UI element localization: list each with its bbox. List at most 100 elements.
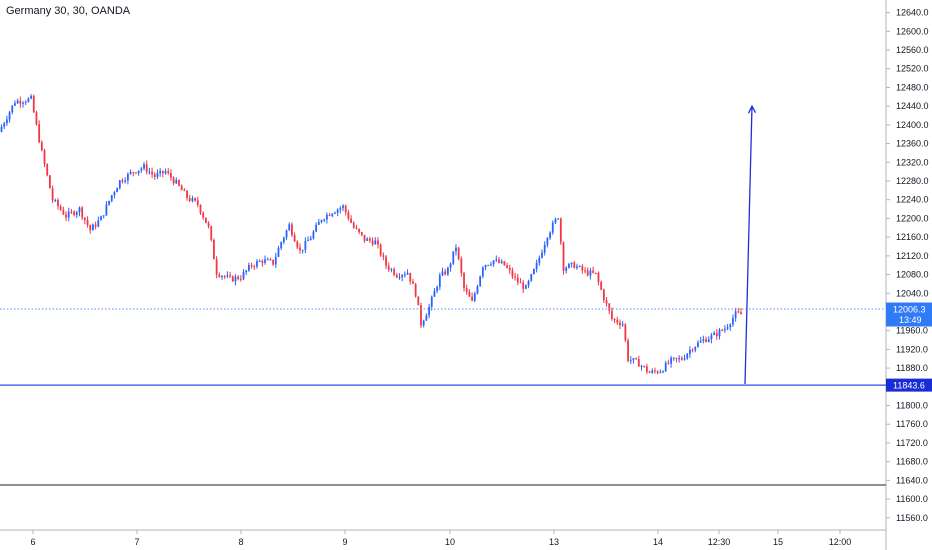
candle-body — [699, 340, 702, 343]
overlays-group: 11843.6 12006.313:49 — [0, 104, 932, 486]
candle-body — [73, 211, 76, 215]
candle-body — [602, 289, 605, 301]
candle-body — [247, 265, 250, 271]
time-tick-label: 6 — [30, 537, 35, 547]
candle-body — [492, 260, 495, 265]
candle-body — [637, 359, 640, 367]
candle-body — [398, 277, 401, 279]
price-tick-label: 12520.0 — [896, 64, 929, 74]
candle-body — [344, 205, 347, 213]
candle-body — [726, 327, 729, 329]
candle-body — [374, 240, 377, 245]
candle-body — [721, 329, 724, 331]
candle-body — [549, 232, 551, 239]
candle-body — [460, 258, 463, 274]
candle-body — [239, 278, 242, 280]
candle-body — [393, 269, 396, 275]
candle-body — [183, 190, 186, 192]
candle-body — [180, 185, 183, 191]
price-tick-label: 12440.0 — [896, 101, 929, 111]
candle-body — [124, 180, 127, 182]
time-tick-label: 7 — [134, 537, 139, 547]
candle-body — [608, 303, 611, 311]
candle-body — [342, 205, 344, 209]
candle-body — [417, 296, 420, 306]
candle-body — [371, 240, 374, 245]
candle-body — [116, 188, 119, 193]
candle-body — [70, 211, 73, 213]
time-tick-label: 12:00 — [829, 537, 852, 547]
candle-body — [261, 260, 264, 263]
candle-body — [546, 238, 549, 245]
candle-body — [256, 261, 258, 267]
candle-body — [425, 315, 428, 321]
price-tick-label: 11720.0 — [896, 438, 928, 448]
candle-body — [86, 219, 89, 226]
candle-body — [508, 267, 511, 271]
candle-body — [476, 286, 479, 294]
candle-body — [121, 180, 124, 182]
candle-body — [640, 365, 643, 367]
candle-body — [67, 211, 70, 218]
candle-body — [317, 221, 320, 225]
candle-body — [360, 232, 363, 235]
candle-body — [387, 265, 390, 270]
candle-body — [471, 296, 473, 301]
price-tick-label: 12200.0 — [896, 213, 929, 223]
candle-body — [506, 265, 508, 268]
candle-body — [140, 168, 143, 171]
candle-body — [291, 224, 293, 236]
candle-body — [567, 263, 570, 268]
candle-body — [296, 241, 299, 248]
candle-body — [718, 329, 721, 337]
candle-body — [444, 271, 447, 275]
time-tick-label: 15 — [773, 537, 783, 547]
candle-body — [221, 276, 223, 278]
candle-body — [320, 220, 323, 222]
candle-body — [159, 170, 162, 174]
candle-body — [662, 371, 664, 373]
candle-body — [430, 296, 433, 307]
candle-body — [207, 223, 210, 227]
candle-body — [250, 265, 253, 267]
candle-body — [377, 240, 379, 245]
candle-body — [697, 342, 699, 347]
time-tick-label: 9 — [342, 537, 347, 547]
price-tick-label: 12640.0 — [896, 8, 929, 18]
candle-body — [299, 247, 301, 251]
candle-body — [188, 198, 191, 201]
candle-body — [92, 224, 94, 231]
candle-body — [670, 357, 672, 364]
candle-body — [352, 222, 355, 228]
candle-body — [38, 124, 41, 143]
candle-body — [191, 198, 194, 201]
candle-body — [680, 358, 683, 360]
candle-body — [689, 349, 691, 354]
candle-body — [8, 112, 11, 120]
candle-body — [713, 332, 716, 335]
candle-body — [108, 200, 110, 205]
candle-body — [89, 225, 92, 231]
candle-body — [573, 262, 576, 269]
candle-body — [403, 274, 406, 276]
candle-body — [557, 218, 560, 220]
candle-body — [514, 276, 517, 278]
candle-body — [675, 357, 678, 359]
candle-body — [40, 142, 43, 151]
candle-body — [648, 371, 651, 373]
candle-body — [350, 218, 352, 223]
candle-body — [151, 171, 153, 175]
candle-body — [282, 237, 285, 243]
candle-body — [740, 312, 742, 315]
candle-body — [621, 324, 624, 326]
price-tick-label: 11680.0 — [896, 457, 928, 467]
current-price-label: 12006.3 — [893, 305, 926, 315]
candle-body — [651, 370, 654, 373]
candle-body — [54, 199, 57, 201]
candle-body — [656, 371, 659, 373]
candle-body — [495, 259, 498, 261]
candle-body — [22, 102, 24, 104]
candle-body — [452, 251, 455, 264]
